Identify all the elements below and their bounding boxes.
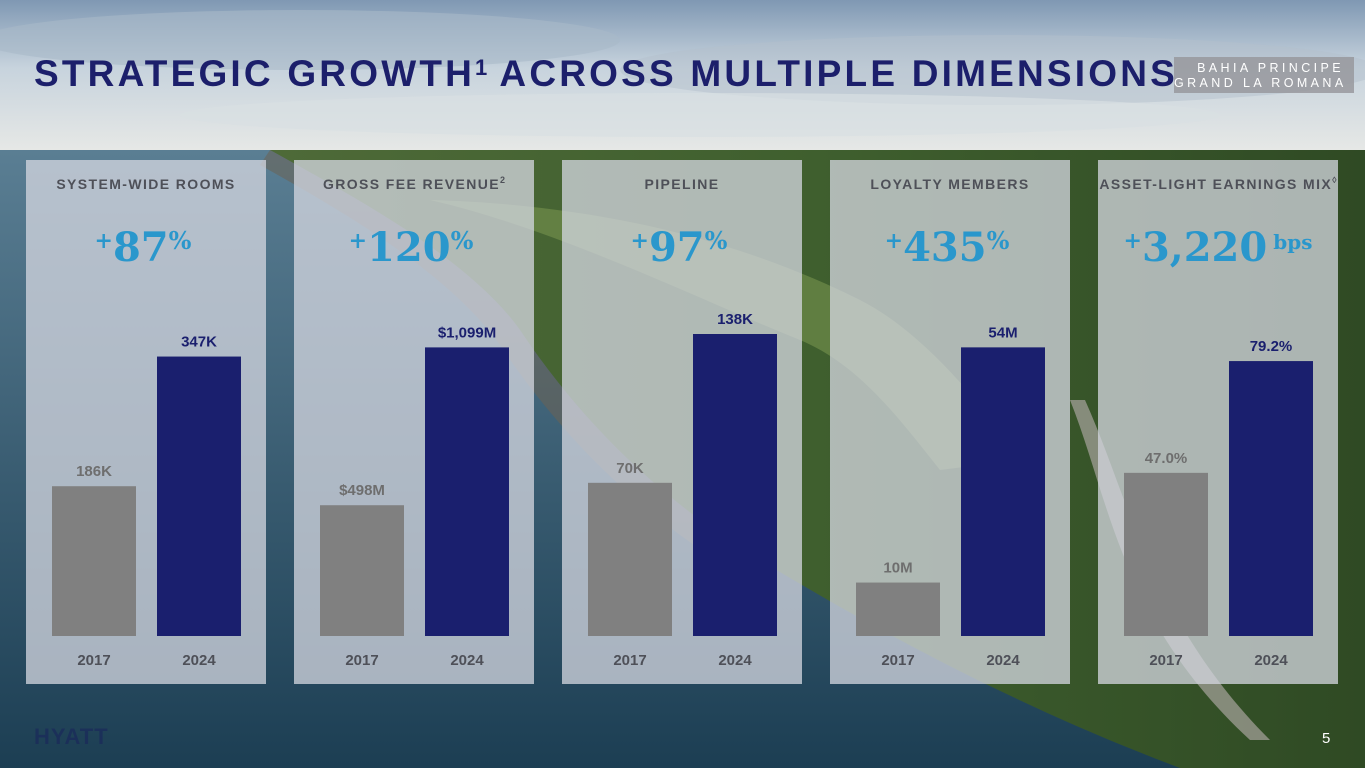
growth-value: 120 <box>367 224 451 271</box>
bar-chart: 186K 2017 347K 2024 <box>52 334 241 669</box>
bar-chart: 70K 2017 138K 2024 <box>588 311 777 669</box>
bar-chart: 10M 2017 54M 2024 <box>856 324 1045 669</box>
data-label-2017: 70K <box>616 460 644 477</box>
category-label-2024: 2024 <box>1254 652 1288 669</box>
panel-loyalty-members: LOYALTY MEMBERS +435% 10M 2017 54M 2024 <box>830 160 1070 684</box>
location-label: BAHIA PRINCIPE GRAND LA ROMANA <box>1174 57 1354 93</box>
panel-gross-fee-revenue: GROSS FEE REVENUE2 +120% $498M 2017 $1,099… <box>294 160 534 684</box>
data-label-2024: 79.2% <box>1250 338 1293 355</box>
growth-stat: +435% <box>830 224 1070 271</box>
growth-plus: + <box>884 228 904 254</box>
category-label-2024: 2024 <box>182 652 216 669</box>
growth-value: 97 <box>648 224 705 271</box>
panel-title-footnote: 2 <box>500 175 506 185</box>
growth-unit: % <box>986 226 1010 255</box>
panel-title: SYSTEM-WIDE ROOMS <box>26 176 266 192</box>
category-label-2024: 2024 <box>450 652 484 669</box>
bar-2017 <box>856 582 940 636</box>
growth-plus: + <box>348 228 368 254</box>
panel-system-wide-rooms: SYSTEM-WIDE ROOMS +87% 186K 2017 347K 2024 <box>26 160 266 684</box>
category-label-2024: 2024 <box>986 652 1020 669</box>
data-label-2017: 186K <box>76 463 112 480</box>
location-line-2: GRAND LA ROMANA <box>1174 76 1347 90</box>
data-label-2017: 10M <box>883 560 912 577</box>
growth-unit: % <box>168 226 192 255</box>
growth-unit: % <box>704 226 728 255</box>
category-label-2017: 2017 <box>77 652 110 669</box>
panel-title-footnote: ◊ <box>1332 175 1337 185</box>
data-label-2024: 54M <box>988 324 1017 341</box>
bar-2024 <box>157 356 241 636</box>
panel-asset-light-earnings-mix: ASSET-LIGHT EARNINGS MIX◊ +3,220 bps 47.0… <box>1098 160 1338 684</box>
growth-stat: +97% <box>562 224 802 271</box>
bar-2024 <box>693 334 777 636</box>
panel-title-text: PIPELINE <box>644 176 720 192</box>
growth-unit: % <box>450 226 474 255</box>
panel-title: PIPELINE <box>562 176 802 192</box>
data-label-2024: $1,099M <box>438 324 496 341</box>
panel-title: GROSS FEE REVENUE2 <box>294 175 534 192</box>
bar-2017 <box>1124 472 1208 636</box>
data-label-2017: 47.0% <box>1145 450 1188 467</box>
bar-2024 <box>1229 361 1313 636</box>
growth-plus: + <box>630 228 649 254</box>
data-label-2024: 347K <box>181 334 217 351</box>
panel-title-text: LOYALTY MEMBERS <box>870 176 1030 192</box>
location-line-1: BAHIA PRINCIPE <box>1197 61 1344 75</box>
panel-title: ASSET-LIGHT EARNINGS MIX◊ <box>1098 175 1338 192</box>
panel-title-text: SYSTEM-WIDE ROOMS <box>56 176 236 192</box>
category-label-2017: 2017 <box>345 652 378 669</box>
bar-chart: 47.0% 2017 79.2% 2024 <box>1124 338 1313 669</box>
category-label-2017: 2017 <box>1149 652 1182 669</box>
bar-2024 <box>961 347 1045 636</box>
growth-plus: + <box>94 228 113 254</box>
hyatt-logo: HYATT <box>34 724 109 749</box>
bar-2024 <box>425 347 509 636</box>
title-main: STRATEGIC GROWTH <box>34 53 476 94</box>
category-label-2024: 2024 <box>718 652 752 669</box>
panel-pipeline: PIPELINE +97% 70K 2017 138K 2024 <box>562 160 802 684</box>
bar-2017 <box>320 505 404 636</box>
growth-stat: +3,220 bps <box>1098 224 1338 271</box>
growth-stat: +87% <box>26 224 266 271</box>
growth-plus: + <box>1123 228 1142 254</box>
bar-2017 <box>52 486 136 636</box>
category-label-2017: 2017 <box>881 652 914 669</box>
page-title: STRATEGIC GROWTH1 ACROSS MULTIPLE DIMENS… <box>34 52 1178 96</box>
panel-title: LOYALTY MEMBERS <box>830 176 1070 192</box>
growth-value: 435 <box>903 224 987 271</box>
growth-value: 3,220 <box>1141 224 1268 271</box>
growth-bps: bps <box>1273 230 1313 254</box>
title-footnote-marker: 1 <box>475 55 488 80</box>
data-label-2017: $498M <box>339 482 385 499</box>
category-label-2017: 2017 <box>613 652 646 669</box>
panel-title-text: ASSET-LIGHT EARNINGS MIX <box>1099 176 1333 192</box>
page-number: 5 <box>1322 730 1331 747</box>
data-label-2024: 138K <box>717 311 753 328</box>
bar-2017 <box>588 482 672 636</box>
panel-title-text: GROSS FEE REVENUE <box>322 176 501 192</box>
growth-value: 87 <box>112 224 169 271</box>
bar-chart: $498M 2017 $1,099M 2024 <box>320 324 509 669</box>
growth-stat: +120% <box>294 224 534 271</box>
title-rest: ACROSS MULTIPLE DIMENSIONS <box>487 53 1179 94</box>
